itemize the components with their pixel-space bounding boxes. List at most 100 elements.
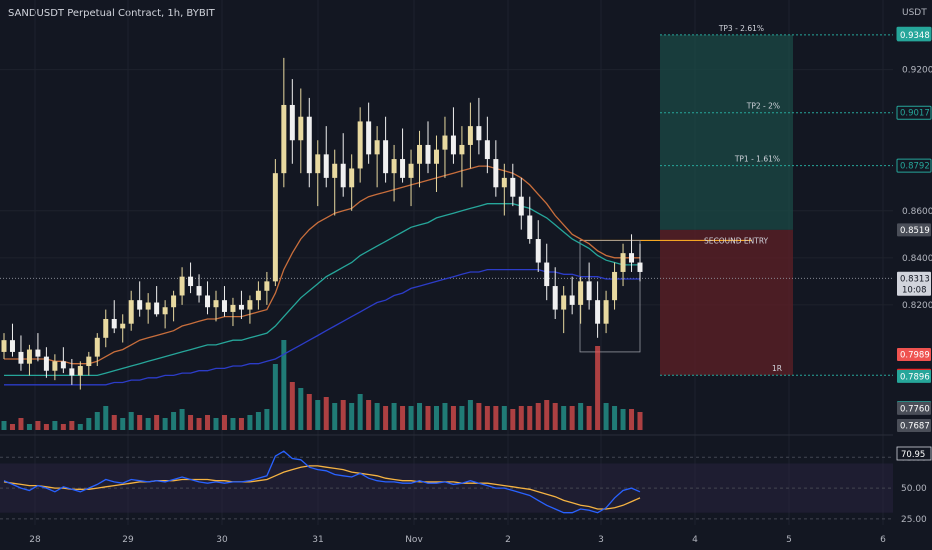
candle-body — [213, 300, 219, 308]
candle-body — [425, 144, 431, 164]
price-label-text: 0.7687 — [900, 422, 930, 432]
volume-bar — [272, 364, 278, 430]
volume-bar — [77, 424, 83, 430]
volume-bar — [408, 406, 414, 430]
price-label-text: 0.7989 — [900, 351, 930, 361]
volume-bar — [357, 394, 363, 430]
candle-body — [569, 295, 575, 305]
volume-bar — [544, 400, 550, 430]
candle-body — [450, 135, 456, 155]
volume-bar — [349, 403, 355, 430]
candle-body — [603, 300, 609, 324]
candle-body — [417, 144, 423, 164]
volume-bar — [162, 418, 168, 430]
volume-bar — [374, 403, 380, 430]
x-tick-label: 29 — [122, 535, 134, 545]
candle-body — [323, 154, 329, 178]
x-tick-label: 4 — [692, 535, 698, 545]
candle-body — [391, 159, 397, 174]
candle-body — [264, 281, 270, 291]
volume-bar — [137, 415, 143, 430]
volume-bar — [171, 412, 177, 430]
volume-bar — [120, 418, 126, 430]
volume-bar — [417, 403, 423, 430]
volume-bar — [476, 403, 482, 430]
x-tick-label: 3 — [598, 535, 604, 545]
volume-bar — [213, 418, 219, 430]
volume-bar — [111, 415, 117, 430]
candle-body — [442, 135, 448, 150]
candle-body — [332, 163, 338, 178]
volume-bar — [459, 406, 465, 430]
candle-body — [103, 318, 109, 338]
volume-bar — [289, 382, 295, 430]
volume-bar — [612, 406, 618, 430]
volume-bar — [603, 403, 609, 430]
volume-bar — [128, 412, 134, 430]
candle-body — [247, 300, 253, 310]
volume-bar — [35, 421, 41, 430]
volume-bar — [484, 406, 490, 430]
rsi-value-badge — [896, 446, 932, 461]
volume-bar — [340, 400, 346, 430]
candle-body — [128, 300, 134, 324]
stop-zone — [660, 229, 793, 376]
volume-bar — [103, 406, 109, 430]
volume-bar — [510, 409, 516, 430]
rsi-ma-line — [3, 465, 641, 510]
candle-body — [306, 116, 312, 174]
candle-body — [527, 215, 533, 240]
volume-bar — [86, 418, 92, 430]
candle-body — [544, 262, 550, 287]
candle-body — [315, 154, 321, 174]
candle-body — [578, 281, 584, 305]
candle-body — [281, 104, 287, 174]
volume-bar — [518, 406, 524, 430]
volume-bar — [69, 421, 75, 430]
volume-bar — [230, 418, 236, 430]
candle-body — [188, 276, 194, 287]
candle-body — [111, 318, 117, 329]
price-tick-label: 0.8200 — [902, 301, 932, 311]
candle-body — [629, 253, 635, 263]
candle-body — [400, 159, 406, 178]
candle-body — [255, 290, 261, 301]
stop-label: 1R — [772, 364, 782, 373]
price-label-text: 0.9017 — [900, 109, 930, 119]
candle-body — [561, 295, 567, 310]
candle-body — [298, 116, 304, 141]
volume-bar — [467, 400, 473, 430]
volume-bar — [383, 406, 389, 430]
entry-label: SECOUND ENTRY — [704, 236, 769, 245]
volume-bar — [442, 403, 448, 430]
volume-bar — [179, 409, 185, 430]
volume-bar — [196, 418, 202, 430]
volume-bar — [94, 412, 100, 430]
volume-bar — [595, 346, 601, 430]
volume-bar — [221, 415, 227, 430]
candle-body — [179, 276, 185, 296]
candle-body — [77, 366, 83, 376]
price-label-badge — [896, 105, 932, 120]
candle-body — [476, 126, 482, 141]
candle-body — [120, 323, 126, 329]
x-tick-label: 31 — [312, 535, 323, 545]
candle-body — [94, 337, 100, 357]
volume-bar — [52, 421, 58, 430]
candle-body — [86, 356, 92, 367]
volume-bar — [433, 406, 439, 430]
rsi-tick-label: 50.00 — [901, 484, 927, 494]
volume-bar — [298, 388, 304, 430]
volume-bar — [1, 421, 7, 430]
chart-title: SANDUSDT Perpetual Contract, 1h, BYBIT — [8, 8, 215, 19]
volume-bar — [332, 403, 338, 430]
volume-bar — [255, 412, 261, 430]
volume-bar — [306, 394, 312, 430]
volume-bar — [188, 415, 194, 430]
candle-body — [349, 168, 355, 188]
candle-body — [433, 149, 439, 164]
volume-bar — [18, 418, 24, 430]
x-tick-label: 2 — [505, 535, 511, 545]
price-label-text: 0.9348 — [900, 31, 930, 41]
